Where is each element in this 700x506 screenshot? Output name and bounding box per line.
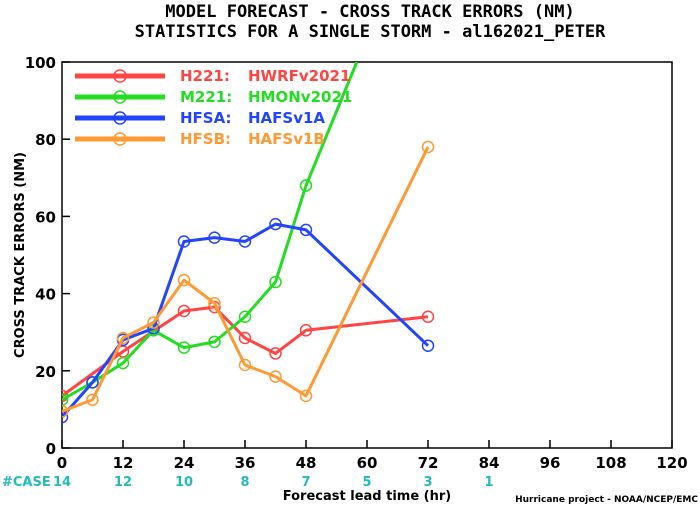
x-tick-label: 60 <box>357 454 378 472</box>
y-axis-title: CROSS TRACK ERRORS (NM) <box>13 152 28 358</box>
case-count-label: 12 <box>114 475 132 490</box>
data-point-marker <box>208 335 221 349</box>
y-tick-label: 20 <box>35 363 56 381</box>
data-point-marker <box>86 393 99 406</box>
x-tick-label: 24 <box>174 454 195 472</box>
case-count-label: 8 <box>240 475 249 490</box>
legend-series-id: M221: <box>180 88 232 106</box>
y-tick-label: 100 <box>25 54 56 72</box>
data-point-marker <box>116 356 130 370</box>
data-point-marker <box>269 347 282 360</box>
data-point-marker <box>299 389 313 403</box>
data-point-marker <box>208 297 221 310</box>
series-line <box>62 305 429 398</box>
x-tick-label: 0 <box>57 454 67 472</box>
y-tick-label: 80 <box>35 131 56 149</box>
legend-entry: HFSA: HAFSv1A <box>75 109 325 127</box>
data-point-marker <box>62 405 69 418</box>
legend-series-id: HFSA: <box>180 109 232 127</box>
legend-series-label: HAFSv1B <box>248 130 325 148</box>
legend-swatch-marker <box>113 132 127 146</box>
legend-series-id: H221: <box>180 67 230 85</box>
data-point-marker <box>421 310 435 324</box>
data-point-marker <box>62 393 69 406</box>
legend-series-label: HMONv2021 <box>248 88 352 106</box>
legend-entry: H221: HWRFv2021 <box>75 67 350 85</box>
x-tick-label: 96 <box>540 454 561 472</box>
data-point-marker <box>269 370 282 383</box>
case-count-label: 7 <box>301 475 310 490</box>
data-point-marker <box>116 331 130 345</box>
series-line <box>62 146 430 413</box>
data-point-marker <box>299 324 313 337</box>
x-tick-label: 72 <box>418 454 439 472</box>
data-point-marker <box>238 310 252 324</box>
data-point-marker <box>299 179 313 192</box>
credit-text: Hurricane project - NOAA/NCEP/EMC <box>515 495 698 505</box>
case-count-label: 5 <box>362 475 371 490</box>
data-point-marker <box>177 341 191 354</box>
y-tick-label: 60 <box>35 208 56 226</box>
legend-series-label: HAFSv1A <box>248 109 325 127</box>
chart-title: MODEL FORECAST - CROSS TRACK ERRORS (NM) <box>165 2 574 22</box>
series-line <box>62 222 430 419</box>
chart-subtitle: STATISTICS FOR A SINGLE STORM - al162021… <box>135 22 607 42</box>
legend-entry: M221: HMONv2021 <box>75 88 352 106</box>
legend-series-id: HFSB: <box>180 130 231 148</box>
data-point-marker <box>269 275 282 289</box>
series-line <box>62 62 359 402</box>
data-point-marker <box>177 273 191 287</box>
legend-series-label: HWRFv2021 <box>248 67 350 85</box>
series-HAFSv1B <box>62 140 435 418</box>
case-count-label: 1 <box>484 475 493 490</box>
data-point-marker <box>238 358 252 372</box>
legend-swatch-marker <box>113 69 127 83</box>
x-tick-label: 36 <box>235 454 256 472</box>
data-point-marker <box>238 331 252 345</box>
y-tick-label: 40 <box>35 286 56 304</box>
data-point-marker <box>62 410 69 424</box>
case-count-label: 3 <box>423 475 432 490</box>
data-point-marker <box>177 235 191 248</box>
y-tick-label: 0 <box>46 440 56 458</box>
x-tick-label: 108 <box>595 454 626 472</box>
data-point-marker <box>299 223 313 237</box>
data-point-marker <box>147 316 160 329</box>
data-point-marker <box>238 235 252 248</box>
x-tick-label: 84 <box>479 454 500 472</box>
series-HWRFv2021 <box>62 300 435 403</box>
x-tick-label: 48 <box>296 454 317 472</box>
data-point-marker <box>269 217 282 231</box>
legend-swatch-marker <box>113 111 127 125</box>
x-tick-label: 120 <box>656 454 687 472</box>
x-tick-label: 12 <box>113 454 134 472</box>
data-point-marker <box>208 231 221 244</box>
data-point-marker <box>421 339 435 352</box>
data-point-marker <box>86 376 99 389</box>
case-count-prefix: #CASE <box>2 475 51 490</box>
data-point-marker <box>177 304 191 318</box>
case-count-label: 14 <box>53 475 71 490</box>
legend-swatch-marker <box>113 90 127 104</box>
case-count-label: 10 <box>175 475 193 490</box>
legend-entry: HFSB: HAFSv1B <box>75 130 325 148</box>
data-point-marker <box>421 140 435 154</box>
x-axis-title: Forecast lead time (hr) <box>283 489 451 504</box>
